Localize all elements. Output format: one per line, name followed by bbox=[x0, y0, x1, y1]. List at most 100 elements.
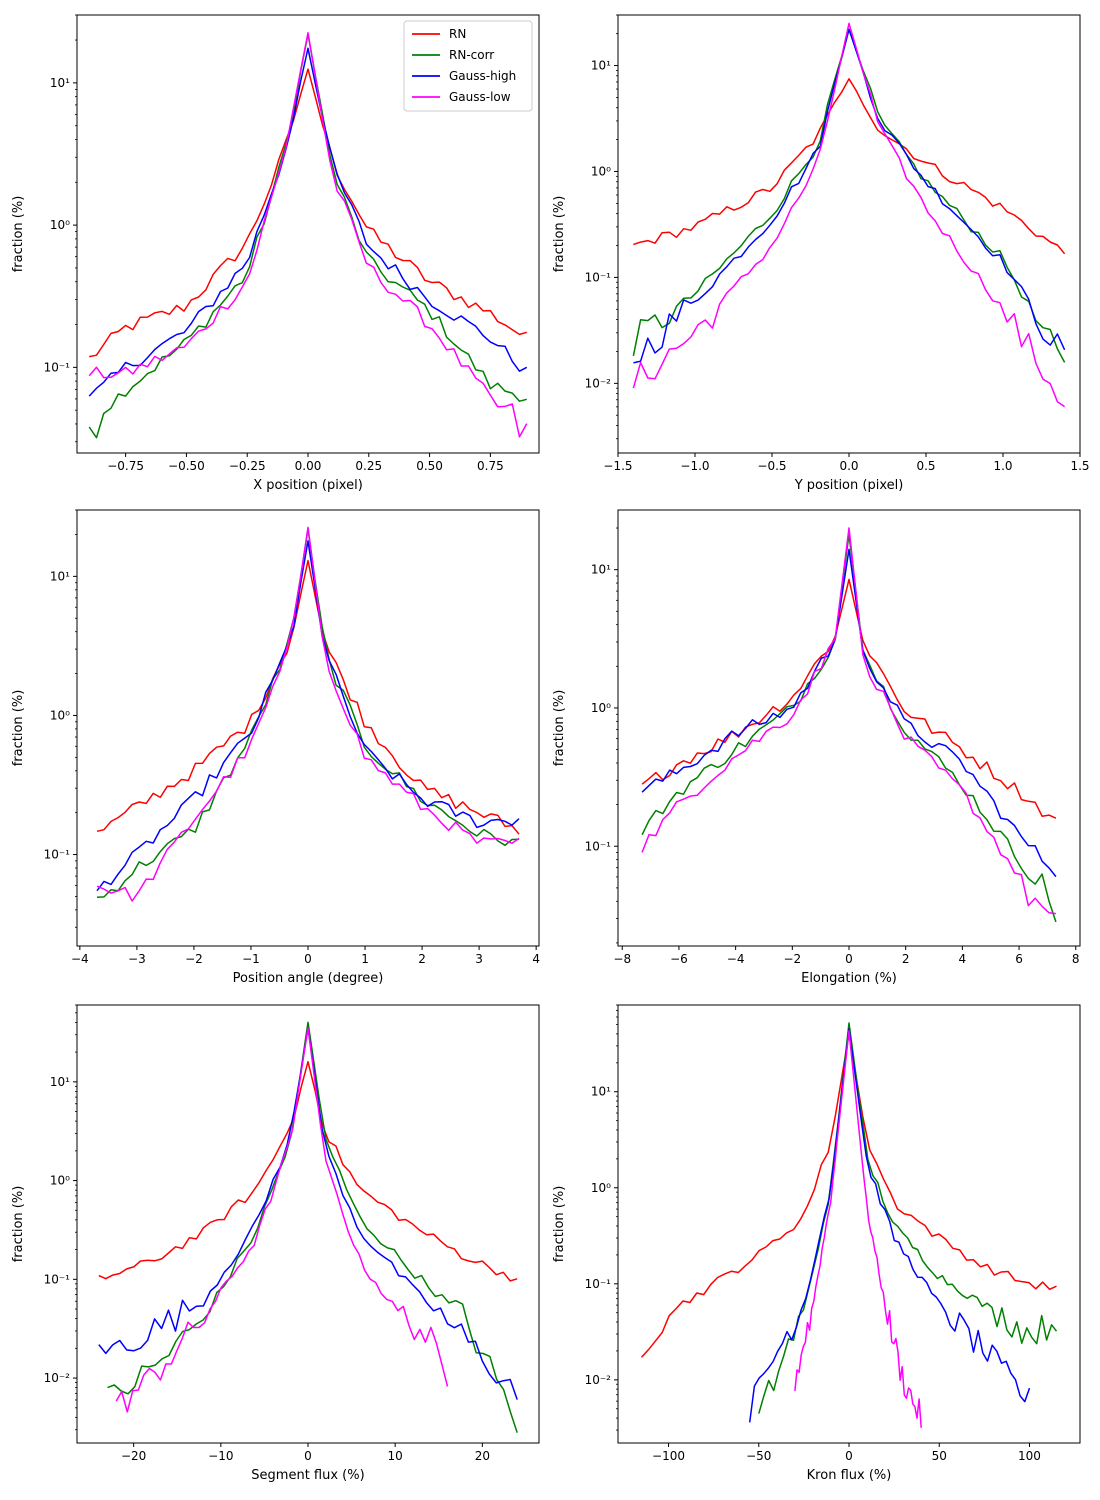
axes-frame bbox=[617, 14, 1081, 454]
y-tick-label: 10¹ bbox=[50, 1075, 70, 1089]
chart-panel-6: −100 −50 0 50 100 10⁻² 10⁻¹ 10⁰ 10¹ Kron flux (%)… bbox=[552, 1004, 1081, 1483]
series-line-gauss-low bbox=[115, 1027, 449, 1413]
y-tick-label: 10¹ bbox=[591, 59, 611, 73]
x-tick-label: 0 bbox=[845, 1449, 853, 1463]
x-tick-label: 1 bbox=[361, 952, 369, 966]
series-line-gauss-high bbox=[96, 540, 520, 892]
x-tick-label: −3 bbox=[128, 952, 146, 966]
x-tick-label: 6 bbox=[1015, 952, 1023, 966]
series-group bbox=[640, 1022, 1058, 1428]
axes-frame bbox=[617, 1004, 1081, 1444]
x-tick-label: 2 bbox=[418, 952, 426, 966]
x-tick-label: 0.75 bbox=[477, 459, 504, 473]
chart-panel-1: −0.75 −0.50 −0.25 0.00 0.25 0.50 0.75 10⁻¹ 10⁰ 10… bbox=[11, 14, 540, 493]
y-tick-label: 10⁰ bbox=[591, 164, 611, 178]
y-tick-label: 10⁰ bbox=[591, 1181, 611, 1195]
x-tick-label: 100 bbox=[1018, 1449, 1041, 1463]
y-tick-label: 10⁻¹ bbox=[44, 848, 71, 862]
x-tick-label: −2 bbox=[185, 952, 203, 966]
y-tick-label: 10⁻² bbox=[585, 376, 612, 390]
x-tick-label: −0.5 bbox=[757, 459, 786, 473]
series-line-gauss-low bbox=[632, 22, 1066, 408]
x-tick-label: 10 bbox=[388, 1449, 403, 1463]
series-line-gauss-high bbox=[641, 548, 1057, 878]
legend-entry: RN-corr bbox=[449, 48, 494, 62]
y-tick-label: 10⁻¹ bbox=[585, 839, 612, 853]
x-tick-label: 8 bbox=[1072, 952, 1080, 966]
series-line-gauss-high bbox=[633, 28, 1066, 364]
series-line-gauss-low bbox=[794, 1030, 922, 1428]
y-tick-label: 10⁰ bbox=[591, 701, 611, 715]
x-axis-label: Kron flux (%) bbox=[807, 1468, 892, 1483]
chart-panel-3: −4 −3 −2 −1 0 1 2 3 4 10⁻¹ 10⁰ 10¹ Position angle (d… bbox=[11, 509, 540, 986]
series-group bbox=[98, 1021, 518, 1433]
y-axis-label: fraction (%) bbox=[552, 196, 567, 273]
series-line-rn bbox=[96, 559, 520, 835]
y-tick-label: 10¹ bbox=[591, 563, 611, 577]
x-tick-label: −0.25 bbox=[229, 459, 266, 473]
x-tick-label: 20 bbox=[475, 1449, 490, 1463]
x-tick-label: −0.75 bbox=[107, 459, 144, 473]
x-tick-label: 4 bbox=[959, 952, 967, 966]
y-axis-label: fraction (%) bbox=[11, 690, 26, 767]
x-tick-label: −6 bbox=[670, 952, 688, 966]
x-tick-label: −100 bbox=[652, 1449, 685, 1463]
series-line-gauss-high bbox=[88, 47, 528, 397]
y-tick-label: 10⁻¹ bbox=[44, 360, 71, 374]
series-group bbox=[632, 22, 1066, 408]
series-group bbox=[88, 32, 528, 439]
x-tick-label: −20 bbox=[121, 1449, 146, 1463]
y-tick-label: 10⁻² bbox=[44, 1371, 71, 1385]
x-tick-label: −50 bbox=[746, 1449, 771, 1463]
series-line-rn-corr bbox=[758, 1022, 1058, 1414]
x-tick-label: −1 bbox=[242, 952, 260, 966]
series-line-rn bbox=[633, 78, 1066, 255]
series-line-rn-corr bbox=[96, 527, 520, 898]
y-axis-label: fraction (%) bbox=[552, 1186, 567, 1263]
x-tick-label: 0.0 bbox=[839, 459, 858, 473]
x-tick-label: 1.5 bbox=[1070, 459, 1089, 473]
x-axis-label: Position angle (degree) bbox=[233, 971, 384, 986]
series-line-rn bbox=[98, 1060, 518, 1282]
x-tick-label: 50 bbox=[932, 1449, 947, 1463]
y-tick-label: 10⁻¹ bbox=[44, 1272, 71, 1286]
x-tick-label: −10 bbox=[208, 1449, 233, 1463]
legend-entry: RN bbox=[449, 27, 466, 41]
x-axis-label: Elongation (%) bbox=[801, 971, 897, 986]
y-axis-label: fraction (%) bbox=[552, 690, 567, 767]
x-tick-label: −1.0 bbox=[680, 459, 709, 473]
x-axis-label: X position (pixel) bbox=[253, 478, 363, 493]
axes-frame bbox=[76, 509, 540, 947]
y-tick-label: 10¹ bbox=[50, 569, 70, 583]
axes-frame bbox=[617, 509, 1081, 947]
legend-entry: Gauss-low bbox=[449, 90, 511, 104]
legend-entry: Gauss-high bbox=[449, 69, 516, 83]
x-tick-label: 0 bbox=[845, 952, 853, 966]
x-tick-label: 4 bbox=[532, 952, 540, 966]
y-axis-label: fraction (%) bbox=[11, 1186, 26, 1263]
x-axis-label: Segment flux (%) bbox=[251, 1468, 364, 1483]
x-tick-label: −4 bbox=[71, 952, 89, 966]
x-axis-label: Y position (pixel) bbox=[794, 478, 904, 493]
x-tick-label: 1.0 bbox=[993, 459, 1012, 473]
y-tick-label: 10⁰ bbox=[50, 218, 70, 232]
x-tick-label: 0.00 bbox=[295, 459, 322, 473]
x-tick-label: −1.5 bbox=[603, 459, 632, 473]
series-line-gauss-low bbox=[88, 32, 528, 438]
chart-panel-4: −8 −6 −4 −2 0 2 4 6 8 10⁻¹ 10⁰ 10¹ Elongation (%) fra… bbox=[552, 509, 1081, 986]
series-line-rn-corr bbox=[107, 1021, 518, 1433]
series-group bbox=[96, 526, 520, 902]
x-tick-label: −2 bbox=[783, 952, 801, 966]
series-line-gauss-low bbox=[96, 526, 520, 902]
series-group bbox=[641, 527, 1057, 923]
x-tick-label: 0 bbox=[304, 952, 312, 966]
series-line-rn bbox=[640, 1033, 1057, 1358]
legend-box bbox=[403, 20, 533, 112]
y-tick-label: 10⁰ bbox=[50, 708, 70, 722]
series-line-gauss-low bbox=[641, 527, 1056, 915]
x-tick-label: 0 bbox=[304, 1449, 312, 1463]
series-line-gauss-high bbox=[748, 1028, 1031, 1423]
axes-frame bbox=[76, 1004, 540, 1444]
y-tick-label: 10¹ bbox=[591, 1085, 611, 1099]
